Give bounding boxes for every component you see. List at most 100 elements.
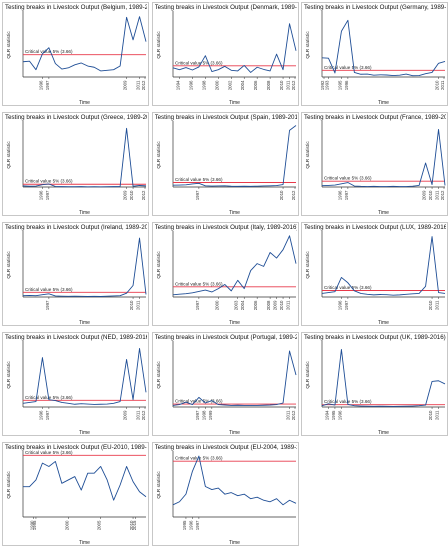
- x-tick-label: 2011: [136, 80, 141, 90]
- y-axis-label: QLR statistic: [156, 361, 162, 389]
- x-tick-label: 1995: [32, 520, 37, 530]
- chart-title: Testing breaks in Livestock Output (Fran…: [304, 114, 446, 121]
- critical-value-label: Critical value 5% (3.66): [175, 177, 223, 182]
- y-axis-label: QLR statistic: [305, 31, 311, 59]
- x-tick-label: 2005: [97, 520, 102, 530]
- chart-plot: Critical value 5% (3.66) 1996 1997 2010 2011…: [305, 231, 446, 326]
- y-axis-label: QLR statistic: [156, 471, 162, 499]
- series-line: [321, 236, 446, 296]
- x-tick-label: 1996: [188, 80, 193, 90]
- x-tick-label: 1996: [38, 190, 43, 200]
- x-tick-label: 2010: [279, 190, 284, 200]
- x-axis-label: Time: [79, 430, 90, 436]
- x-tick-label: 1997: [194, 300, 199, 310]
- y-axis-label: QLR statistic: [6, 31, 12, 59]
- series-line: [172, 455, 296, 506]
- x-tick-label: 2009: [123, 410, 128, 420]
- series-line: [321, 348, 446, 407]
- x-tick-label: 2002: [227, 80, 232, 90]
- critical-value-label: Critical value 5% (3.66): [324, 176, 372, 181]
- series-line: [172, 350, 296, 407]
- chart-plot: Critical value 5% (3.66) 1997 2010 2012 Time…: [156, 121, 296, 215]
- x-tick-label: 2010: [428, 410, 433, 420]
- critical-value-label: Critical value 5% (3.66): [25, 287, 73, 292]
- chart-title: Testing breaks in Livestock Output (Ital…: [154, 224, 297, 231]
- series-line: [172, 23, 296, 73]
- chart-panel: Testing breaks in Livestock Output (NED,…: [2, 332, 149, 436]
- chart-title: Testing breaks in Livestock Output (Irel…: [5, 224, 147, 231]
- chart-panel: Testing breaks in Livestock Output (UK, …: [301, 332, 448, 436]
- chart-plot: Critical value 5% (3.66) 1996 1997 2009 2010…: [305, 121, 446, 215]
- x-tick-label: 1997: [194, 410, 199, 420]
- series-line: [321, 19, 446, 77]
- y-axis-label: QLR statistic: [305, 251, 311, 279]
- y-axis-label: QLR statistic: [6, 361, 12, 389]
- x-tick-label: 2000: [64, 520, 69, 530]
- x-tick-label: 2012: [141, 80, 146, 90]
- x-tick-label: 1992: [320, 80, 325, 90]
- chart-panel: Testing breaks in Livestock Output (Gree…: [2, 112, 149, 216]
- x-tick-label: 2008: [266, 80, 271, 90]
- y-axis-label: QLR statistic: [6, 141, 12, 169]
- x-tick-label: 2010: [279, 80, 284, 90]
- x-tick-label: 2015: [132, 520, 137, 530]
- x-tick-label: 2004: [240, 80, 245, 90]
- chart-panel: Testing breaks in Livestock Output (Ital…: [151, 222, 299, 326]
- x-axis-label: Time: [229, 430, 240, 436]
- chart-title: Testing breaks in Livestock Output (Belg…: [5, 4, 147, 11]
- x-axis-label: Time: [229, 100, 240, 106]
- x-tick-label: 2010: [428, 190, 433, 200]
- x-tick-label: 2012: [141, 410, 146, 420]
- x-tick-label: 1997: [45, 80, 50, 90]
- x-tick-label: 1996: [337, 190, 342, 200]
- x-axis-label: Time: [378, 320, 389, 326]
- chart-title: Testing breaks in Livestock Output (LUX,…: [304, 224, 446, 231]
- x-tick-label: 2003: [233, 300, 238, 310]
- x-tick-label: 1996: [337, 410, 342, 420]
- x-tick-label: 2006: [253, 300, 258, 310]
- x-tick-label: 2012: [141, 190, 146, 200]
- x-tick-label: 2011: [136, 300, 141, 310]
- chart-panel: Testing breaks in Livestock Output (Germ…: [301, 2, 448, 106]
- y-axis-label: QLR statistic: [156, 251, 162, 279]
- x-tick-label: 2009: [123, 190, 128, 200]
- x-tick-label: 2000: [214, 300, 219, 310]
- x-tick-label: 1997: [194, 520, 199, 530]
- x-tick-label: 2011: [285, 80, 290, 90]
- chart-plot: Critical value 5% (3.66)1995 1996 1997Time…: [156, 451, 296, 545]
- x-tick-label: 2011: [285, 300, 290, 310]
- series-line: [22, 348, 147, 405]
- x-tick-label: 2009: [422, 190, 427, 200]
- x-tick-label: 2012: [291, 190, 296, 200]
- x-tick-label: 2008: [266, 300, 271, 310]
- chart-plot: Critical value 5% (3.66)1994 1995 1996 2010…: [305, 341, 446, 435]
- chart-title: Testing breaks in Livestock Output (NED,…: [5, 334, 147, 341]
- critical-value-label: Critical value 5% (3.66): [25, 395, 73, 400]
- chart-panel: Testing breaks in Livestock Output (Port…: [151, 332, 299, 436]
- critical-value-label: Critical value 5% (3.66): [175, 60, 223, 65]
- series-line: [22, 16, 147, 72]
- x-tick-label: 1996: [38, 80, 43, 90]
- x-tick-label: 2009: [123, 80, 128, 90]
- y-axis-label: QLR statistic: [305, 361, 311, 389]
- x-tick-label: 2011: [435, 410, 440, 420]
- critical-value-label: Critical value 5% (3.66): [25, 179, 73, 184]
- x-tick-label: 2011: [136, 410, 141, 420]
- chart-title: Testing breaks in Livestock Output (EU-2…: [5, 444, 147, 451]
- x-tick-label: 1997: [45, 190, 50, 200]
- x-tick-label: 1993: [324, 80, 329, 90]
- critical-value-label: Critical value 5% (3.66): [324, 285, 372, 290]
- x-axis-label: Time: [79, 210, 90, 216]
- x-tick-label: 2009: [272, 300, 277, 310]
- x-tick-label: 2004: [240, 300, 245, 310]
- x-tick-label: 1997: [45, 300, 50, 310]
- x-axis-label: Time: [378, 100, 389, 106]
- chart-title: Testing breaks in Livestock Output (EU-2…: [154, 444, 297, 451]
- x-tick-label: 1997: [344, 190, 349, 200]
- chart-panel: Testing breaks in Livestock Output (Spai…: [151, 112, 299, 216]
- x-tick-label: 2012: [291, 410, 296, 420]
- x-tick-label: 2010: [129, 520, 134, 530]
- x-tick-label: 1996: [188, 520, 193, 530]
